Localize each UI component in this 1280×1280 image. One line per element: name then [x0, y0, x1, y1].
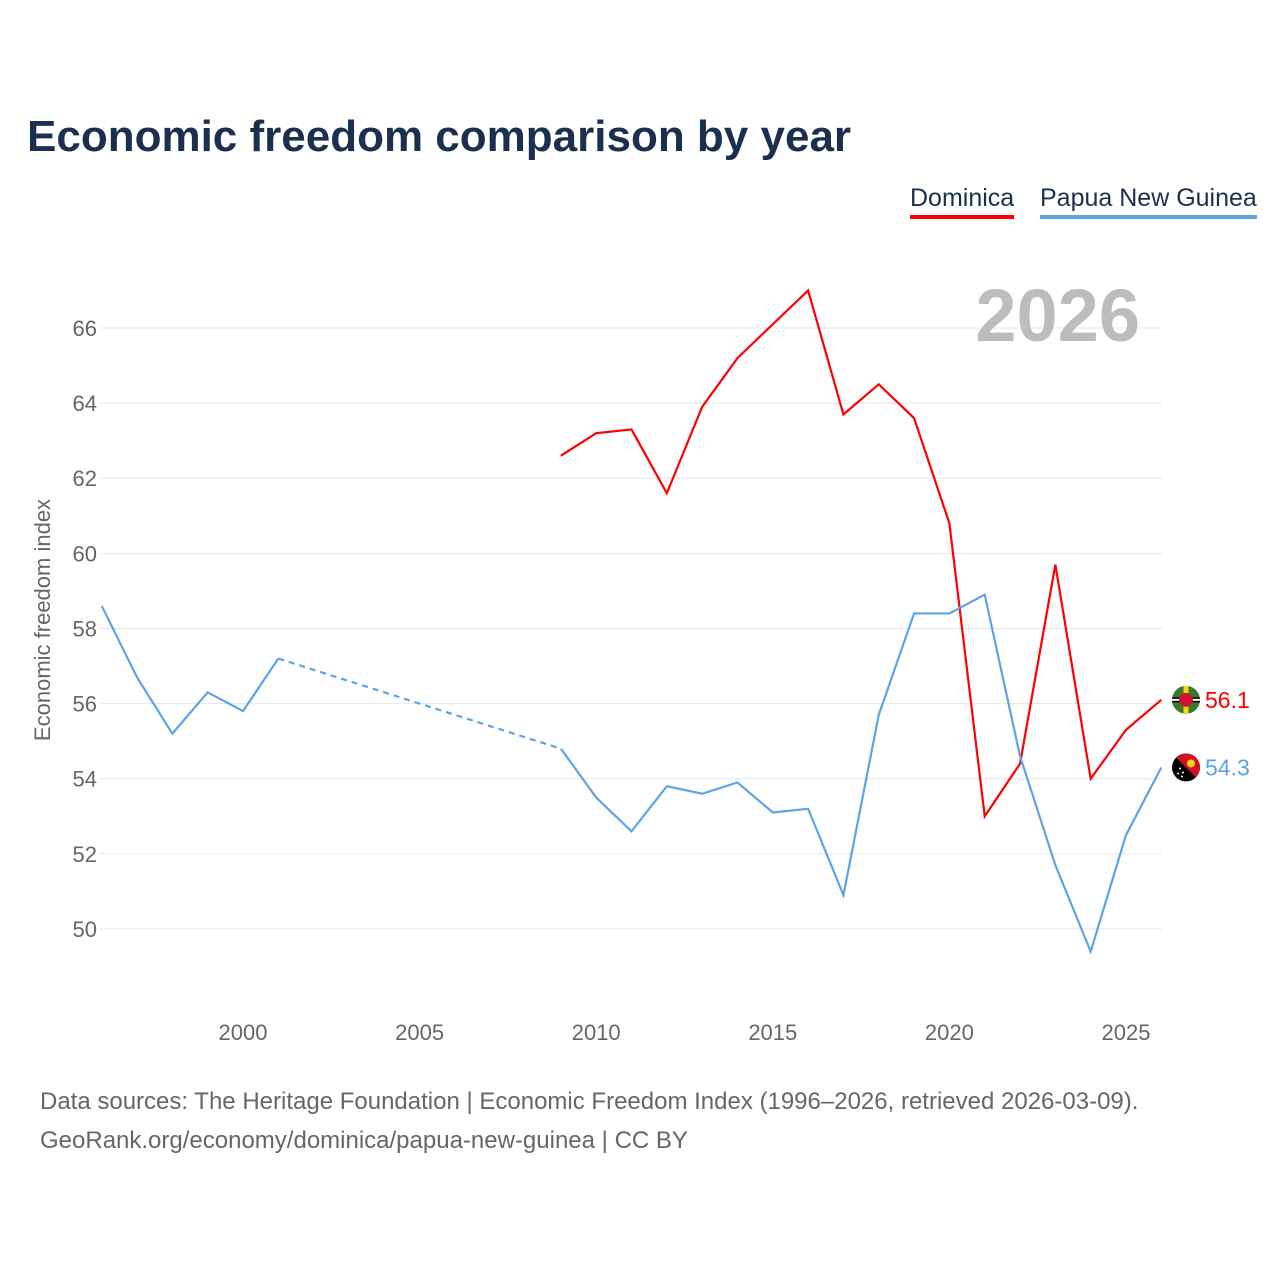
y-tick-label: 62	[73, 466, 97, 491]
x-tick-label: 2020	[925, 1020, 974, 1045]
chart-title: Economic freedom comparison by year	[27, 112, 852, 161]
series-line-dominica	[560, 288, 1163, 820]
footer-link[interactable]: GeoRank.org/economy/dominica/papua-new-g…	[40, 1127, 688, 1154]
y-tick-label: 50	[73, 917, 97, 942]
y-tick-label: 64	[73, 391, 97, 416]
footer-sources: Data sources: The Heritage Foundation | …	[40, 1088, 1139, 1115]
series-gap-dashed	[277, 657, 562, 750]
legend-dominica[interactable]: Dominica	[910, 184, 1015, 219]
x-tick-label: 2005	[395, 1020, 444, 1045]
x-tick-label: 2000	[219, 1020, 268, 1045]
x-tick-label: 2015	[748, 1020, 797, 1045]
y-tick-label: 60	[73, 541, 97, 566]
y-tick-label: 54	[73, 767, 97, 792]
x-tick-label: 2010	[572, 1020, 621, 1045]
series-line-papua-new-guinea	[559, 593, 1163, 955]
papua-new-guinea-flag-icon	[1172, 753, 1200, 782]
y-tick-label: 58	[73, 616, 97, 641]
dominica-flag-icon	[1172, 685, 1200, 714]
series-line-papua-new-guinea	[100, 605, 280, 736]
line-chart: 50 52 54 56 58 60 62 64 66 2000 2005 2010 2015 2020 20…	[30, 274, 1250, 1045]
y-axis-label: Economic freedom index	[30, 499, 55, 741]
y-tick-label: 56	[73, 692, 97, 717]
legend-papua-new-guinea[interactable]: Papua New Guinea	[1040, 184, 1257, 219]
y-tick-label: 66	[73, 316, 97, 341]
y-tick-label: 52	[73, 842, 97, 867]
x-tick-label: 2025	[1102, 1020, 1151, 1045]
year-watermark: 2026	[975, 274, 1140, 357]
end-value-label: 56.1	[1205, 687, 1250, 713]
end-value-label: 54.3	[1205, 754, 1250, 780]
